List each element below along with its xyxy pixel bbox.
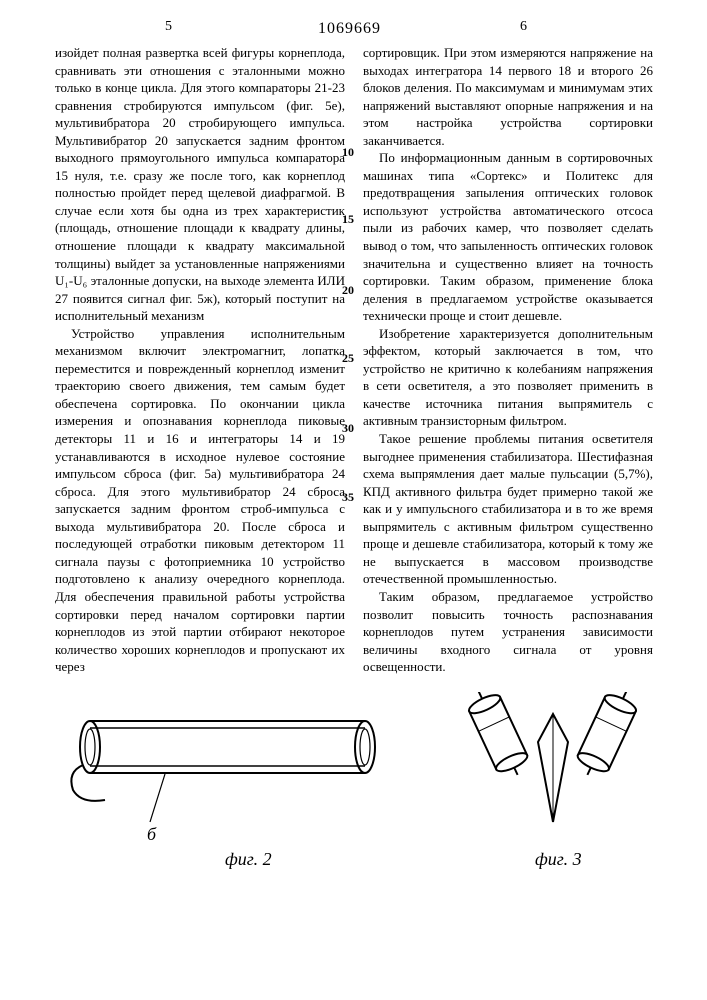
figure-3-drawing xyxy=(463,692,641,822)
paragraph: Такое решение проблемы питания осветител… xyxy=(363,430,653,588)
paragraph: По информационным данным в сортировочных… xyxy=(363,149,653,324)
figure-3-label: фиг. 3 xyxy=(535,847,582,871)
figures-svg xyxy=(55,692,655,872)
figure-2-label: фиг. 2 xyxy=(225,847,272,871)
paragraph: Устройство управления исполнительным мех… xyxy=(55,325,345,676)
page-number-right: 6 xyxy=(520,18,527,37)
paragraph: Изобретение характеризуется дополнительн… xyxy=(363,325,653,430)
figure-2-drawing xyxy=(71,721,375,822)
figures-area: б фиг. 2 фиг. 3 xyxy=(55,692,655,872)
left-column: изойдет полная развертка всей фигуры кор… xyxy=(55,44,345,676)
figure-2-ref: б xyxy=(147,822,156,846)
paragraph: сортировщик. При этом измеряются напряже… xyxy=(363,44,653,149)
text-columns: изойдет полная развертка всей фигуры кор… xyxy=(55,44,655,676)
paragraph: изойдет полная развертка всей фигуры кор… xyxy=(55,44,345,325)
document-number: 1069669 xyxy=(318,18,381,40)
right-column: сортировщик. При этом измеряются напряже… xyxy=(363,44,653,676)
paragraph: Таким образом, предлагаемое устройство п… xyxy=(363,588,653,676)
page-number-left: 5 xyxy=(165,18,172,37)
